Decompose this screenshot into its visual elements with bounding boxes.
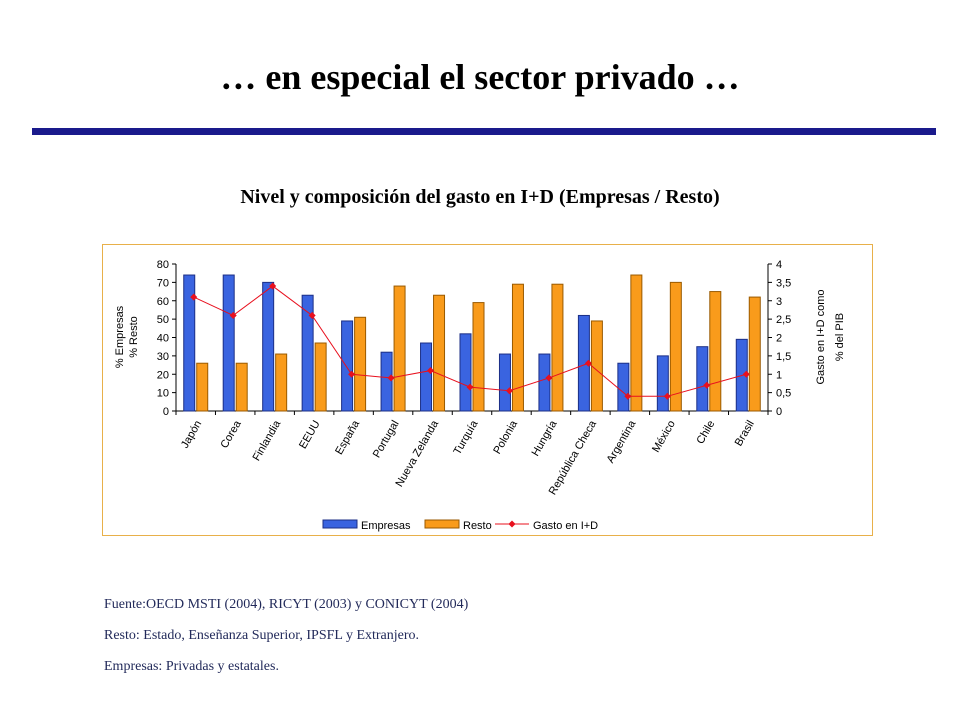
line-point-gasto-id	[348, 370, 356, 378]
line-point-gasto-id	[466, 383, 474, 391]
line-point-gasto-id	[624, 392, 632, 400]
line-point-gasto-id	[426, 367, 435, 375]
empresas-definition: Empresas: Privadas y estatales.	[104, 659, 279, 674]
left-tick-label: 70	[157, 277, 169, 289]
category-label: Turquía	[451, 418, 481, 457]
title-rule	[32, 128, 936, 135]
right-tick-label: 4	[776, 259, 782, 271]
line-point-gasto-id	[505, 387, 514, 395]
bar-empresas	[183, 274, 196, 412]
bar-resto	[511, 283, 524, 412]
legend-label-gasto: Gasto en I+D	[533, 520, 598, 532]
bar-resto	[393, 285, 406, 412]
bar-resto	[433, 294, 446, 412]
slide-title: … en especial el sector privado …	[220, 57, 740, 97]
bar-empresas	[420, 342, 433, 412]
line-point-gasto-id	[703, 381, 711, 389]
right-tick-label: 2	[776, 333, 782, 345]
right-tick-label: 0,5	[776, 388, 791, 400]
bar-resto	[590, 320, 603, 412]
right-tick-label: 0	[776, 406, 782, 418]
legend-swatch-gasto-marker	[508, 520, 516, 528]
category-label: Japón	[179, 419, 204, 451]
left-tick-label: 10	[157, 388, 169, 400]
legend-label-resto: Resto	[463, 520, 492, 532]
category-label: Finlandia	[251, 418, 284, 463]
category-label: España	[333, 418, 362, 457]
line-point-gasto-id	[229, 311, 237, 319]
bar-resto	[314, 342, 327, 412]
bar-empresas	[498, 353, 511, 412]
legend-label-empresas: Empresas	[361, 520, 411, 532]
line-point-gasto-id	[742, 370, 750, 378]
left-tick-label: 20	[157, 369, 169, 381]
bar-resto	[748, 296, 761, 412]
right-tick-label: 2,5	[776, 314, 791, 326]
bar-resto	[669, 281, 682, 412]
category-label: Hungría	[530, 418, 560, 459]
bar-empresas	[222, 274, 235, 412]
left-tick-label: 60	[157, 296, 169, 308]
bar-empresas	[380, 351, 393, 412]
category-label: Brasil	[733, 419, 757, 449]
bar-resto	[235, 362, 248, 412]
bar-resto	[551, 283, 564, 412]
left-tick-label: 40	[157, 333, 169, 345]
source-line: Fuente:OECD MSTI (2004), RICYT (2003) y …	[104, 597, 469, 612]
bar-empresas	[301, 294, 314, 412]
source-notes: Fuente:OECD MSTI (2004), RICYT (2003) y …	[104, 595, 904, 688]
chart-svg: 0 10 20 30 40 50 60 70 80 0 0,5 1 1,5 2 2,5 3 3,5 4 Japón C…	[114, 259, 846, 532]
category-label: Portugal	[371, 419, 402, 460]
line-point-gasto-id	[663, 392, 671, 400]
left-tick-label: 50	[157, 314, 169, 326]
legend-swatch-resto	[424, 519, 460, 529]
right-tick-label: 1	[776, 369, 782, 381]
legend-swatch-empresas	[322, 519, 358, 529]
line-point-gasto-id	[387, 374, 395, 382]
bar-resto	[354, 316, 367, 412]
bar-empresas	[341, 320, 354, 412]
left-tick-label: 30	[157, 351, 169, 363]
category-label: Argentina	[605, 418, 639, 466]
bar-empresas	[538, 353, 551, 412]
category-label: Corea	[218, 418, 244, 451]
bar-resto	[275, 353, 288, 412]
right-axis-title-line1: Gasto en I+D como	[815, 289, 827, 384]
bar-resto	[196, 362, 209, 412]
resto-definition: Resto: Estado, Enseñanza Superior, IPSFL…	[104, 628, 420, 643]
category-label: Chile	[694, 419, 717, 447]
category-label: EEUU	[297, 418, 323, 451]
right-tick-label: 3,5	[776, 277, 791, 289]
line-point-gasto-id	[308, 311, 316, 319]
left-axis-title-line1: % Empresas	[114, 305, 126, 368]
bar-empresas	[656, 355, 669, 412]
left-axis-title-line2: % Resto	[128, 316, 140, 358]
left-tick-label: 0	[163, 406, 169, 418]
left-tick-label: 80	[157, 259, 169, 271]
chart-container: 0 10 20 30 40 50 60 70 80 0 0,5 1 1,5 2 2,5 3 3,5 4 Japón C…	[102, 244, 873, 536]
bar-empresas	[459, 333, 472, 412]
right-axis-title-line2: % del PIB	[834, 313, 846, 361]
category-label: México	[650, 419, 678, 455]
bar-empresas	[617, 362, 630, 412]
right-tick-label: 1,5	[776, 351, 791, 363]
category-label: Polonia	[491, 418, 520, 457]
bar-resto	[472, 302, 485, 412]
bar-empresas	[262, 281, 275, 412]
category-label: Nueva Zelanda	[393, 418, 441, 489]
chart-heading: Nivel y composición del gasto en I+D (Em…	[240, 186, 720, 208]
bar-empresas	[696, 346, 709, 412]
bar-resto	[630, 274, 643, 412]
bar-resto	[709, 291, 722, 412]
right-tick-label: 3	[776, 296, 782, 308]
